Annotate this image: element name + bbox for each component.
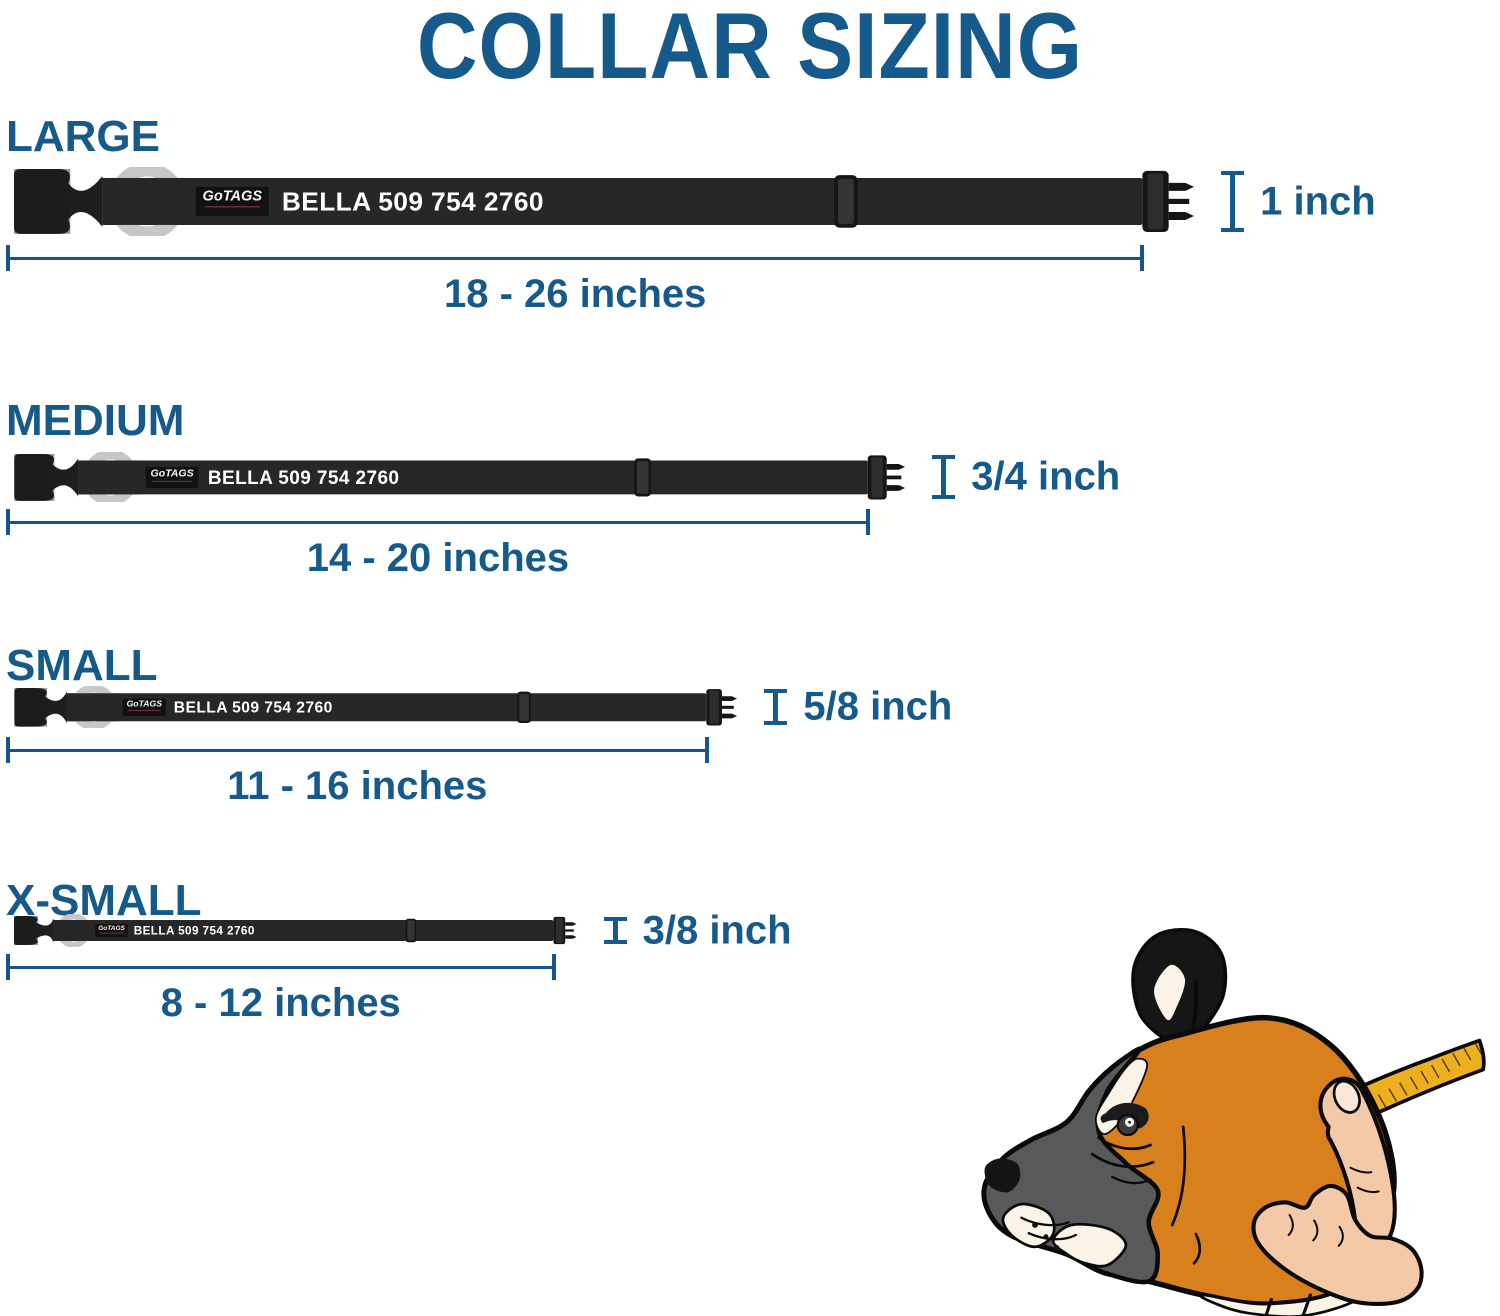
svg-text:BELLA 509 754 2760: BELLA 509 754 2760 bbox=[174, 699, 333, 716]
svg-text:GoTAGS: GoTAGS bbox=[151, 467, 194, 479]
svg-text:BELLA 509 754 2760: BELLA 509 754 2760 bbox=[134, 924, 255, 937]
svg-text:BELLA 509 754 2760: BELLA 509 754 2760 bbox=[208, 467, 399, 488]
svg-text:GoTAGS: GoTAGS bbox=[203, 188, 263, 204]
svg-text:GoTAGS: GoTAGS bbox=[98, 925, 125, 932]
svg-text:GoTAGS: GoTAGS bbox=[127, 698, 163, 708]
svg-text:BELLA 509 754 2760: BELLA 509 754 2760 bbox=[282, 186, 544, 216]
